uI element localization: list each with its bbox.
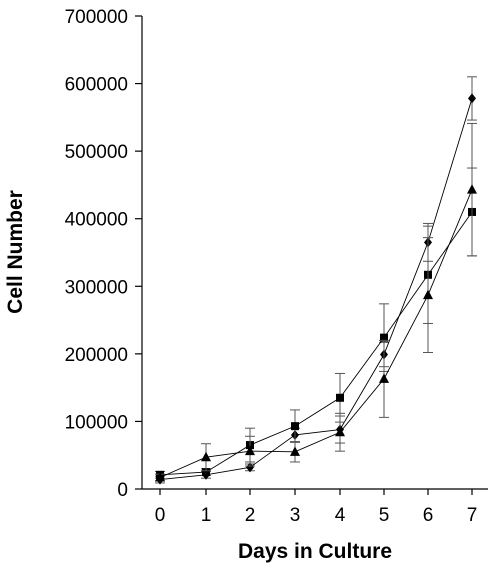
y-tick-label: 0 [117, 480, 128, 501]
series-line [159, 98, 473, 480]
y-axis-title: Cell Number [4, 190, 27, 314]
data-point-triangle [423, 289, 433, 300]
data-point-triangle [467, 184, 477, 194]
data-point-square [380, 333, 388, 342]
data-point-triangle [201, 451, 211, 462]
data-point-diamond [246, 462, 254, 473]
y-tick-label: 400000 [65, 210, 128, 231]
x-tick-label: 6 [423, 505, 434, 526]
data-point-triangle [155, 472, 165, 482]
x-tick-label: 4 [335, 505, 346, 526]
data-point-triangle [245, 445, 255, 456]
series-line [159, 189, 473, 478]
series-diamond [155, 76, 477, 485]
y-tick-label: 300000 [65, 277, 128, 298]
x-axis-title: Days in Culture [238, 540, 392, 563]
data-point-square [291, 422, 299, 431]
series-line [159, 211, 473, 476]
x-tick-label: 0 [155, 505, 166, 526]
y-tick-label: 700000 [65, 7, 128, 28]
x-tick-label: 3 [290, 505, 301, 526]
data-point-square [336, 393, 344, 402]
y-tick-label: 200000 [65, 345, 128, 366]
data-point-triangle [335, 426, 345, 437]
x-axis-ticks: 0 1 2 3 4 5 6 7 [155, 489, 478, 526]
x-tick-label: 7 [467, 505, 478, 526]
series-triangle [155, 122, 477, 482]
y-tick-label: 100000 [65, 412, 128, 433]
data-point-triangle [290, 446, 300, 456]
y-axis-ticks: 0 100000 200000 300000 400000 500000 600000 700… [65, 7, 142, 501]
x-tick-label: 5 [379, 505, 390, 526]
series-layer [155, 76, 477, 485]
x-tick-label: 2 [245, 505, 256, 526]
axes [141, 16, 488, 490]
data-point-square [202, 468, 210, 477]
data-point-triangle [379, 373, 389, 383]
y-tick-label: 500000 [65, 142, 128, 163]
x-tick-label: 1 [201, 505, 212, 526]
y-tick-label: 600000 [65, 75, 128, 96]
data-point-diamond [468, 93, 476, 104]
